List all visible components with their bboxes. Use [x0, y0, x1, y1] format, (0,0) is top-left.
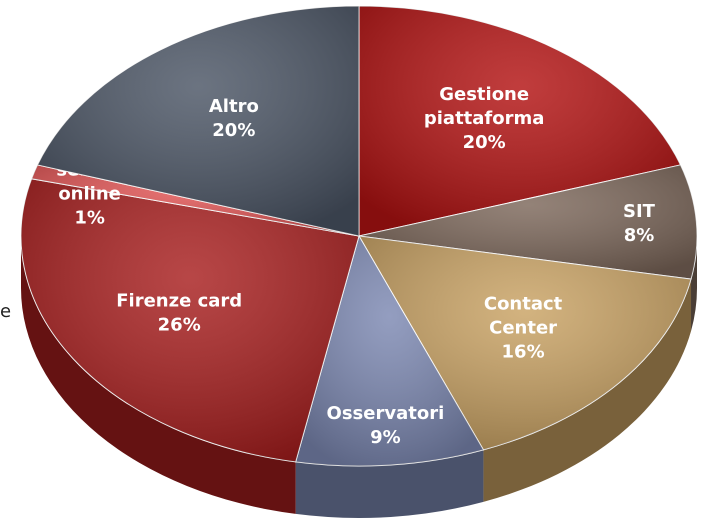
slice-value: 20%	[212, 120, 255, 141]
pie-shade	[295, 236, 484, 466]
slice-value: 8%	[624, 225, 655, 246]
pie-side	[21, 236, 296, 514]
slice-label-line: Center	[489, 317, 557, 338]
pie-side	[295, 449, 484, 518]
slice-label: Contact Center	[484, 293, 563, 338]
slice-value: 1%	[74, 208, 105, 229]
pie-side	[483, 279, 692, 502]
clipped-text: e	[0, 301, 11, 322]
slice-label-line: SIT	[623, 201, 656, 222]
pie-shade	[359, 164, 697, 280]
slice-label-line: piattaforma	[424, 108, 545, 129]
slice-value: 9%	[370, 427, 401, 448]
slice-label-line: online	[58, 184, 121, 205]
slice-value: 26%	[158, 315, 201, 336]
pie-shade	[37, 6, 359, 236]
slice-label-line: Osservatori	[327, 403, 445, 424]
slice-value: 20%	[463, 132, 506, 153]
pie-sides	[21, 236, 697, 518]
slice-label-line: Gestione	[439, 84, 529, 105]
slice-label: Gestione piattaforma	[424, 84, 545, 129]
slice-value: 16%	[502, 341, 545, 362]
pie-tops: Gestione piattaforma 20% SIT 8% Contact Center…	[20, 5, 698, 467]
pie-shade	[359, 6, 681, 236]
slice-label-line: Firenze card	[116, 291, 242, 312]
pie-shade	[20, 178, 359, 462]
slice-label: Firenze card	[116, 291, 242, 312]
slice-label: SIT	[623, 201, 656, 222]
slice-label: Osservatori	[327, 403, 445, 424]
pie-shade	[359, 236, 692, 450]
slice-label-line: Altro	[209, 96, 259, 117]
slice-label: Altro	[209, 96, 259, 117]
slice-label-line: Contact	[484, 293, 563, 314]
